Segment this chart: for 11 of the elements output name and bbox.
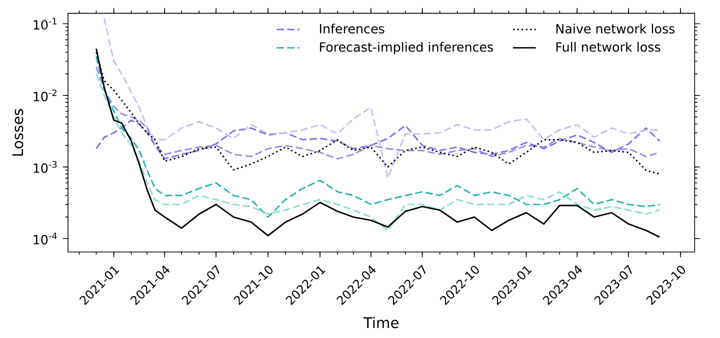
legend-label: Naive network loss <box>556 24 675 34</box>
y-tick-label: 10$^{-1}$ <box>34 18 56 30</box>
x-axis-title: Time <box>363 316 399 328</box>
legend-label: Forecast-implied inferences <box>320 42 494 54</box>
y-axis-title: Losses <box>12 108 24 156</box>
y-tick-label: 10$^{-4}$ <box>34 232 57 244</box>
y-tick-label: 10$^{-2}$ <box>34 89 56 102</box>
legend-label: Full network loss <box>556 42 660 52</box>
line-series <box>96 119 660 160</box>
y-tick-label: 10$^{-3}$ <box>34 161 57 173</box>
legend-label: Inferences <box>320 24 384 34</box>
